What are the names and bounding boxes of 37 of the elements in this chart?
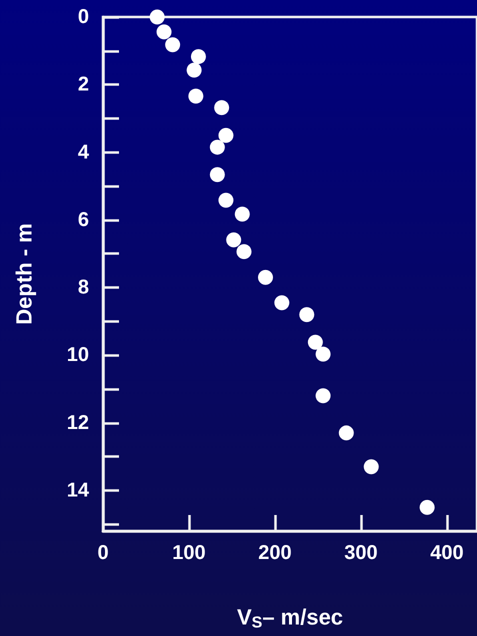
point — [190, 49, 206, 64]
point — [188, 88, 204, 104]
y-tick-label: 10 — [66, 344, 89, 366]
point — [299, 307, 314, 322]
y-tick-label: 2 — [78, 74, 89, 96]
y-tick-label: 6 — [78, 208, 89, 231]
point — [156, 24, 172, 40]
point — [218, 128, 234, 143]
point — [316, 388, 331, 404]
point — [338, 425, 354, 440]
x-tick-label: 0 — [97, 542, 109, 564]
point — [226, 232, 242, 248]
y-tick-label: 0 — [78, 6, 89, 28]
point — [274, 295, 290, 310]
point — [186, 62, 202, 78]
y-axis-title: Depth - m — [12, 223, 36, 325]
point — [214, 100, 230, 116]
point — [218, 192, 234, 208]
y-tick-label: 14 — [66, 479, 90, 502]
point — [150, 10, 165, 24]
x-tick-label: 400 — [430, 542, 464, 564]
point — [316, 346, 331, 362]
y-tick-label: 12 — [66, 412, 89, 434]
point — [364, 459, 379, 474]
point — [234, 206, 250, 222]
point — [308, 334, 323, 350]
point — [258, 270, 273, 285]
point — [210, 167, 225, 182]
y-tick-label: 8 — [78, 276, 89, 299]
x-tick-label: 200 — [258, 542, 292, 564]
x-tick-label: 300 — [344, 542, 378, 564]
point — [210, 140, 225, 155]
point — [236, 244, 252, 260]
x-tick-label: 100 — [172, 542, 206, 564]
point — [165, 37, 180, 52]
y-tick-label: 4 — [78, 141, 90, 164]
point — [420, 500, 435, 515]
